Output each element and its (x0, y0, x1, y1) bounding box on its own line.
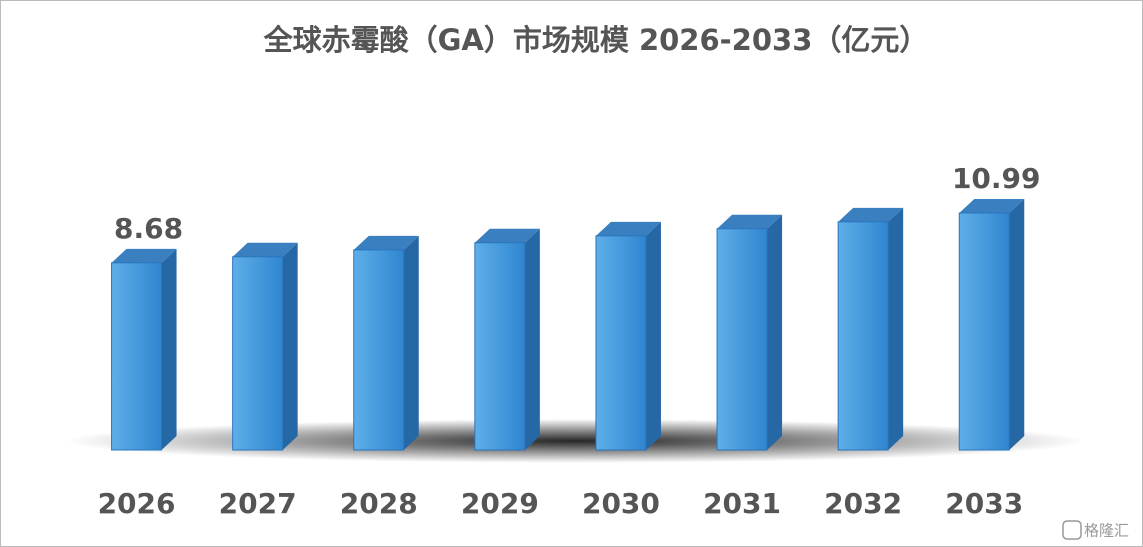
bar-top (232, 242, 298, 257)
bar-top (838, 207, 904, 222)
floor-shadow (65, 419, 1085, 463)
bar (958, 212, 1010, 451)
bar-side (403, 235, 419, 450)
x-tick-label: 2026 (98, 487, 176, 520)
bar (353, 249, 405, 451)
watermark-logo (1062, 520, 1082, 540)
bar-side (524, 228, 540, 450)
bar (716, 228, 768, 451)
x-tick-label: 2028 (340, 487, 418, 520)
watermark: 格隆汇 (1084, 522, 1129, 540)
bar-side (645, 221, 661, 450)
bar-top (111, 248, 177, 263)
x-tick-label: 2031 (703, 487, 781, 520)
bar-side (282, 242, 298, 450)
bar-top (717, 214, 783, 229)
bar-side (161, 248, 177, 450)
x-tick-label: 2032 (824, 487, 902, 520)
bar (595, 235, 647, 451)
bar-top (959, 199, 1025, 213)
data-label: 8.68 (114, 212, 183, 245)
x-tick-label: 2027 (219, 487, 297, 520)
bar-top (353, 235, 419, 250)
bar-side (767, 214, 783, 450)
bar (837, 221, 889, 451)
x-tick-label: 2030 (582, 487, 660, 520)
data-label: 10.99 (952, 162, 1041, 195)
bar-top (595, 221, 661, 236)
x-tick-label: 2029 (461, 487, 539, 520)
bar-side (1009, 199, 1025, 450)
bar-top (474, 228, 540, 243)
bar (111, 262, 163, 451)
bar (474, 242, 526, 451)
bar (232, 256, 284, 451)
bar-side (888, 207, 904, 450)
chart-title: 全球赤霉酸（GA）市场规模 2026-2033（亿元） (263, 23, 929, 57)
watermark-group: 格隆汇 (1062, 520, 1129, 540)
x-tick-label: 2033 (945, 487, 1023, 520)
